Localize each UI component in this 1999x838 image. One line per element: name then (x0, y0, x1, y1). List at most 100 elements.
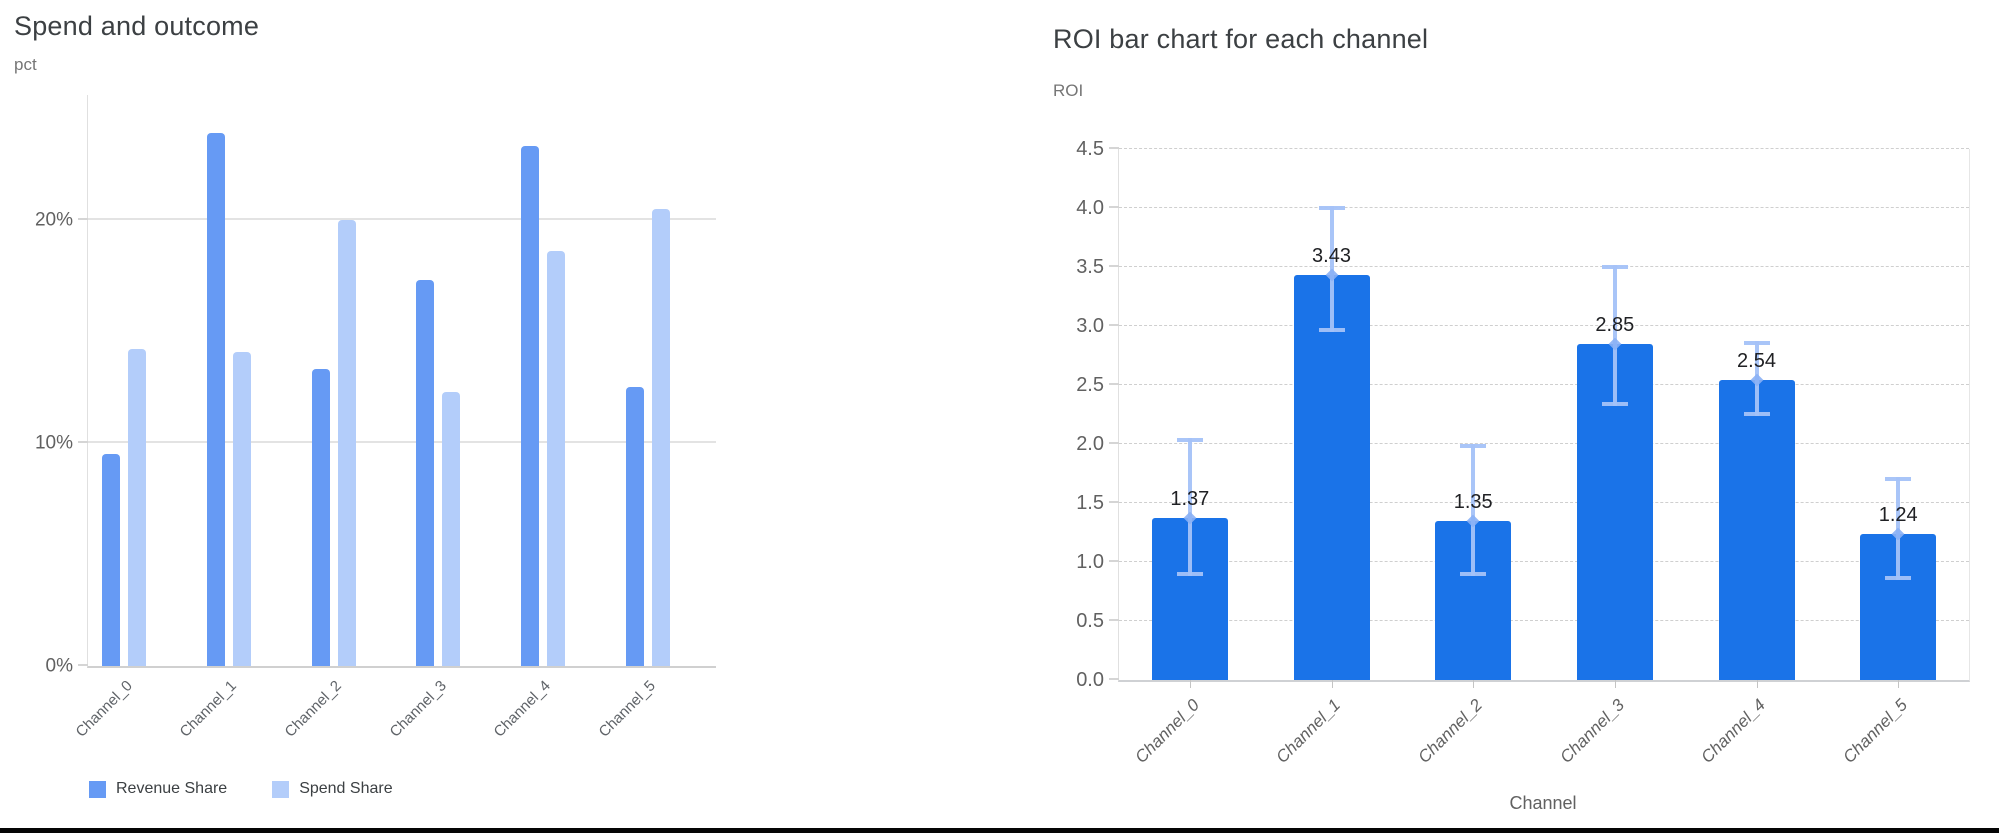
y-tick-label: 4.0 (1076, 197, 1104, 219)
gridline (1119, 561, 1969, 562)
bar-pair (311, 95, 356, 666)
error-bar-channel-0 (1175, 438, 1205, 577)
y-tick-mark (78, 440, 88, 443)
error-cap-top (1176, 438, 1203, 443)
x-tick-mark (1331, 680, 1333, 688)
error-cap-top (1601, 264, 1628, 269)
gridline (1119, 207, 1969, 208)
left-y-axis-unit: pct (14, 55, 37, 74)
y-tick-label: 10% (34, 432, 73, 454)
legend-swatch (272, 780, 290, 798)
bar-revenue-share-channel-0[interactable] (102, 454, 121, 666)
x-tick-mark (1614, 680, 1616, 688)
gridline (1119, 148, 1969, 149)
bar-revenue-share-channel-1[interactable] (207, 132, 225, 666)
roi-chart: ROI bar chart for each channel ROI 0.0 0.… (1030, 0, 1999, 838)
bar-value-label: 2.54 (1737, 350, 1776, 373)
bar-spend-share-channel-0[interactable] (128, 349, 147, 666)
bar-slot-channel-0: 1.37 Channel_0 (1119, 149, 1261, 767)
legend-item-revenue-share: Revenue Share (89, 780, 227, 798)
error-cap-top (1460, 444, 1487, 449)
error-bar-channel-3 (1600, 264, 1630, 407)
error-whisker (1612, 264, 1617, 407)
bar-group-channel-1: Channel_1 (177, 95, 282, 741)
bar-slot-channel-3: 2.85 Channel_3 (1544, 149, 1686, 767)
bar-value-label: 2.85 (1595, 313, 1635, 336)
y-tick-mark (1109, 383, 1119, 385)
error-whisker (1187, 438, 1192, 577)
gridline (88, 217, 716, 220)
bar-group-channel-5: Channel_5 (595, 95, 700, 741)
error-cap-bottom (1176, 572, 1203, 577)
bar-pair (416, 95, 461, 666)
bar-revenue-share-channel-5[interactable] (625, 387, 644, 666)
y-tick-label: 0.0 (1076, 669, 1104, 691)
bar-groups: 1.37 Channel_0 3.43 Channel_1 1.35 Channel_2 2… (1119, 149, 1969, 767)
x-tick-label: Channel_5 (595, 677, 660, 741)
gridline (88, 440, 716, 443)
bar-group-channel-3: Channel_3 (386, 95, 491, 741)
x-tick-label: Channel_3 (1555, 695, 1628, 767)
y-tick-mark (1109, 501, 1119, 503)
y-tick-mark (1109, 619, 1119, 621)
error-cap-top (1318, 205, 1345, 210)
gridline (1119, 502, 1969, 503)
x-tick-label: Channel_1 (176, 677, 241, 741)
bar-revenue-share-channel-2[interactable] (311, 369, 330, 666)
y-tick-mark (1109, 442, 1119, 444)
y-tick-label: 2.5 (1076, 374, 1104, 396)
y-tick-label: 4.5 (1076, 138, 1104, 160)
x-tick-label: Channel_1 (1272, 695, 1345, 767)
legend-label: Revenue Share (116, 780, 228, 797)
bar-pair (521, 95, 566, 666)
x-tick-mark (1473, 680, 1475, 688)
bar-spend-share-channel-4[interactable] (547, 251, 566, 666)
y-tick-mark (1109, 147, 1119, 149)
spend-outcome-title: Spend and outcome (14, 11, 260, 41)
right-y-axis-labels: 0.0 0.5 1.0 1.5 2.0 2.5 3.0 3.5 4.0 4.5 (1030, 139, 1110, 690)
bar-value-label: 3.43 (1312, 245, 1351, 268)
error-cap-bottom (1885, 575, 1912, 580)
x-tick-mark (1189, 680, 1191, 688)
legend-swatch (89, 780, 106, 798)
y-tick-mark (78, 217, 88, 220)
x-tick-label: Channel_0 (72, 677, 136, 741)
left-y-axis-labels: 0% 10% 20% (0, 95, 79, 675)
gridline (1119, 384, 1969, 385)
error-whisker (1329, 205, 1334, 332)
error-bar-channel-2 (1458, 444, 1488, 577)
bar-roi-channel-4[interactable] (1718, 380, 1795, 680)
error-cap-bottom (1743, 411, 1770, 416)
x-tick-label: Channel_4 (491, 677, 555, 741)
y-tick-mark (1109, 265, 1119, 267)
bar-spend-share-channel-5[interactable] (651, 208, 670, 666)
roi-plot-area: 1.37 Channel_0 3.43 Channel_1 1.35 Channel_2 2… (1109, 147, 1970, 767)
y-tick-label: 2.0 (1076, 433, 1104, 455)
x-tick-label: Channel_2 (281, 677, 346, 741)
y-tick-label: 1.0 (1076, 551, 1104, 573)
bar-spend-share-channel-2[interactable] (337, 219, 356, 666)
x-tick-label: Channel_2 (1414, 695, 1486, 767)
bar-value-label: 1.24 (1878, 503, 1918, 526)
bar-slot-channel-5: 1.24 Channel_5 (1827, 149, 1969, 767)
bar-pair (625, 95, 670, 666)
bar-roi-channel-1[interactable] (1293, 275, 1370, 680)
bar-spend-share-channel-1[interactable] (233, 351, 251, 666)
y-tick-mark (1109, 560, 1119, 562)
y-tick-label: 0.5 (1076, 610, 1104, 632)
legend-label: Spend Share (299, 780, 393, 797)
x-tick-label: Channel_0 (1130, 695, 1203, 767)
bar-spend-share-channel-3[interactable] (442, 391, 461, 666)
bar-groups: Channel_0 Channel_1 Channel_2 Channel_3 Chan… (72, 95, 700, 741)
bar-pair (207, 95, 251, 666)
x-tick-label: Channel_4 (1697, 695, 1770, 767)
error-bar-channel-1 (1317, 205, 1347, 332)
y-tick-mark (1109, 206, 1119, 208)
bar-revenue-share-channel-3[interactable] (416, 280, 435, 666)
bar-revenue-share-channel-4[interactable] (521, 146, 540, 666)
error-cap-top (1743, 341, 1770, 346)
y-tick-label: 0% (45, 655, 73, 677)
bar-pair (102, 95, 147, 666)
x-tick-mark (1898, 680, 1900, 688)
